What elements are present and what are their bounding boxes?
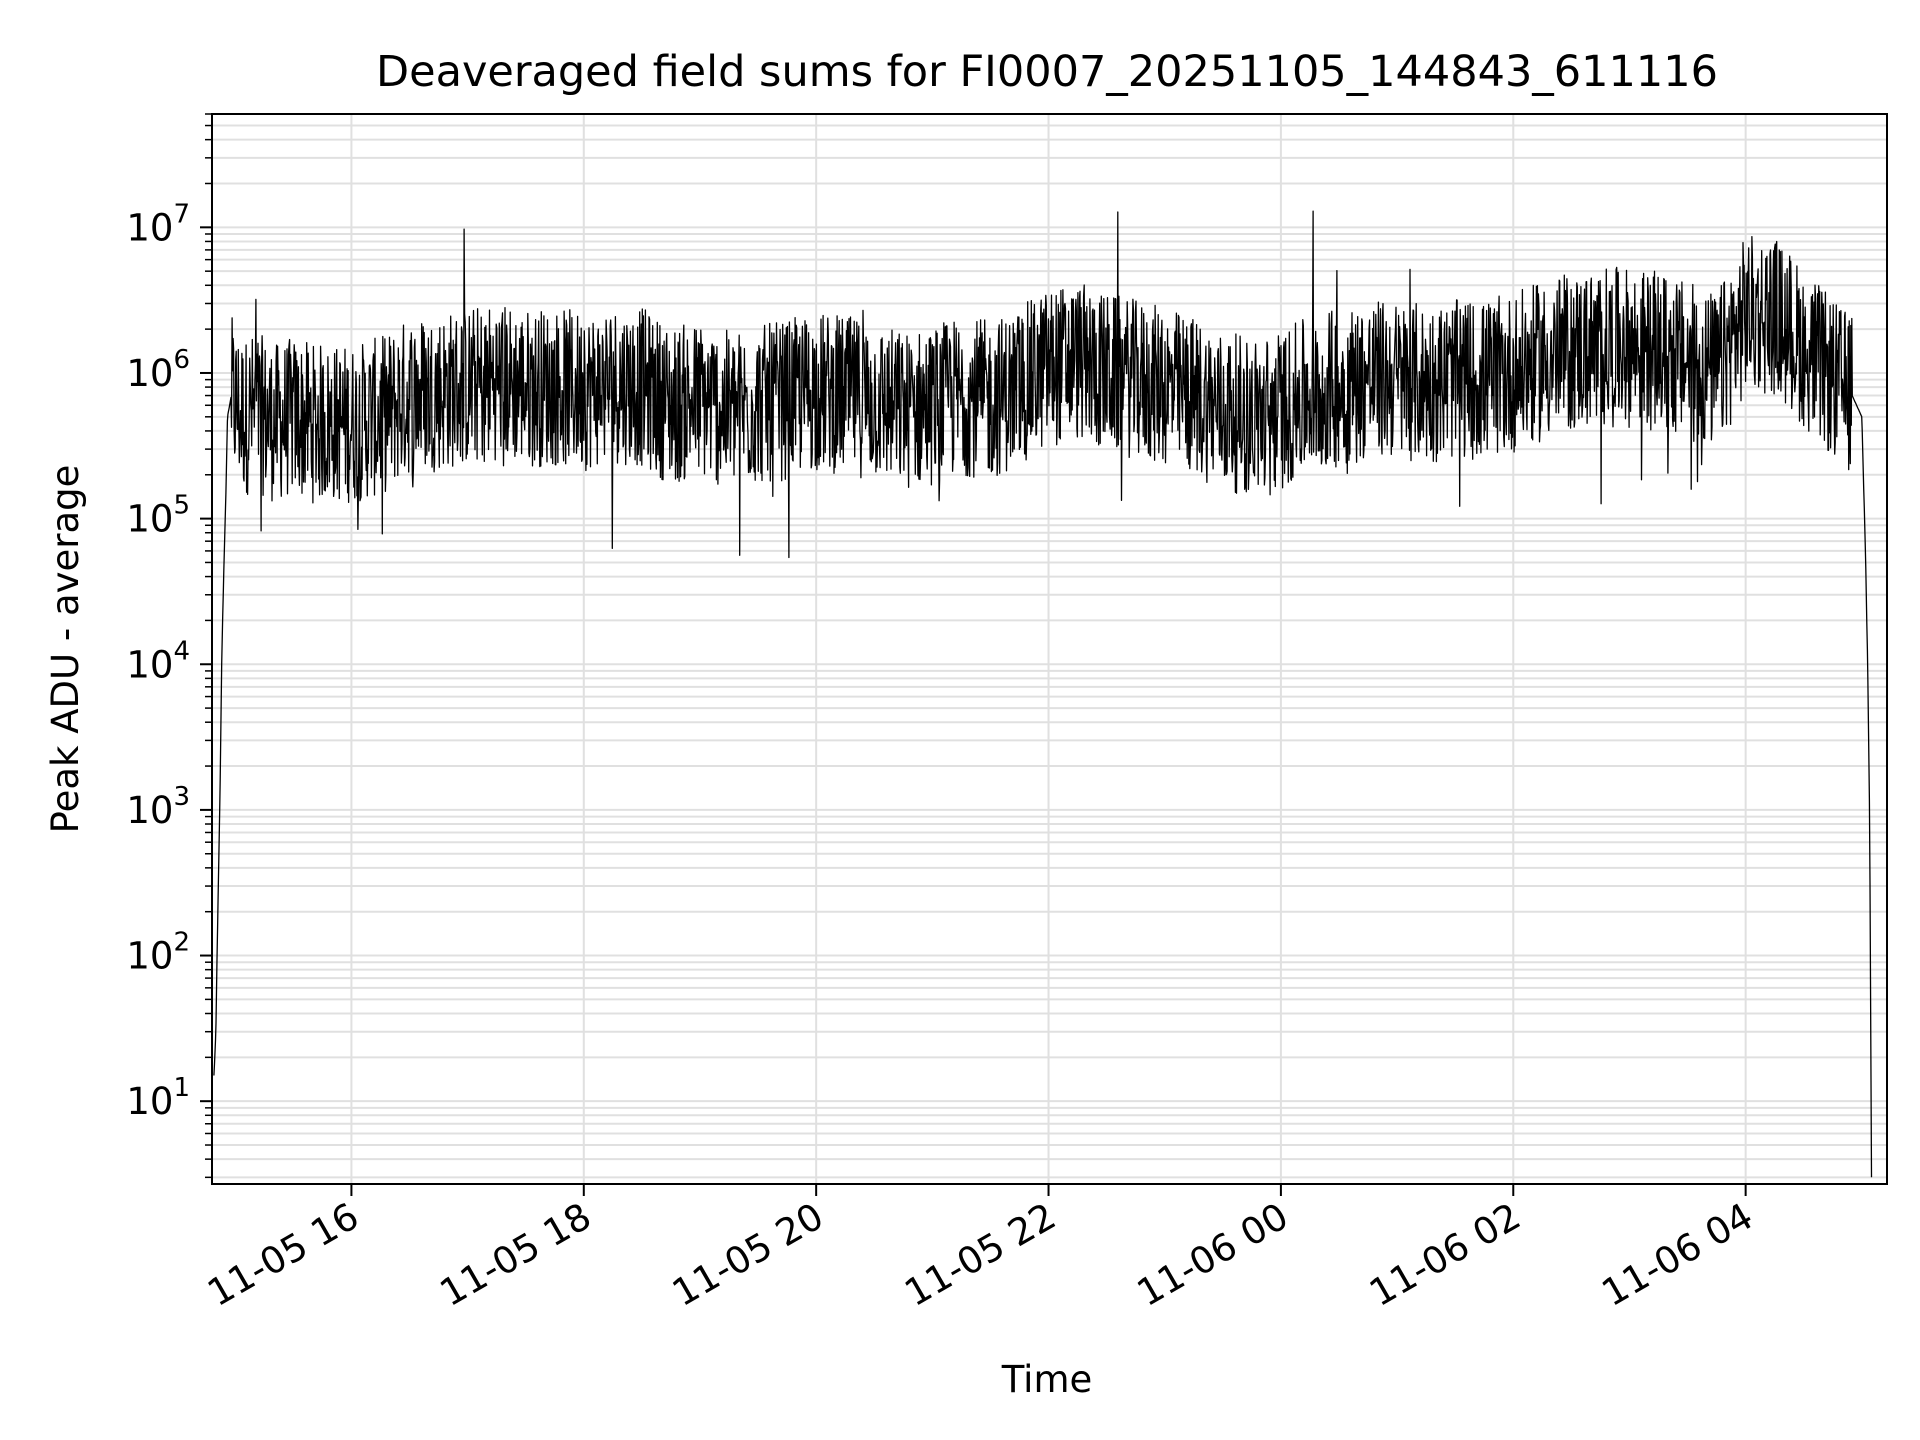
y-tick-label: 107 — [126, 199, 190, 249]
x-tick-label: 11-06 02 — [1362, 1195, 1528, 1315]
y-tick-label: 101 — [126, 1073, 190, 1123]
y-tick-exponent: 5 — [173, 491, 190, 521]
data-line — [213, 210, 1873, 1178]
x-tick-label: 11-06 00 — [1130, 1195, 1296, 1315]
x-tick-label: 11-05 18 — [433, 1195, 599, 1315]
x-tick-label: 11-06 04 — [1595, 1195, 1761, 1315]
y-tick-exponent: 1 — [173, 1073, 190, 1103]
y-tick-label: 104 — [126, 636, 190, 686]
y-tick-base: 10 — [126, 789, 173, 832]
y-axis-label: Peak ADU - average — [44, 465, 87, 834]
x-tick-label: 11-05 22 — [897, 1195, 1063, 1315]
y-tick-base: 10 — [126, 935, 173, 978]
grid — [212, 113, 1887, 1184]
y-tick-exponent: 6 — [173, 345, 190, 375]
y-tick-label: 103 — [126, 782, 190, 832]
y-tick-label: 102 — [126, 928, 190, 978]
y-tick-exponent: 3 — [173, 782, 190, 812]
y-tick-base: 10 — [126, 643, 173, 686]
x-tick-label: 11-05 20 — [665, 1195, 831, 1315]
chart-title: Deaveraged field sums for FI0007_2025110… — [376, 47, 1718, 97]
y-tick-base: 10 — [126, 206, 173, 249]
x-axis-label: Time — [1001, 1358, 1093, 1401]
x-axis: 11-05 16 11-05 18 11-05 20 11-05 22 11-06 00… — [200, 1184, 1760, 1315]
y-tick-exponent: 2 — [173, 928, 190, 958]
y-tick-exponent: 7 — [173, 199, 190, 229]
y-tick-label: 105 — [126, 491, 190, 541]
y-tick-base: 10 — [126, 1080, 173, 1123]
y-tick-base: 10 — [126, 498, 173, 541]
y-tick-label: 106 — [126, 345, 190, 395]
y-tick-exponent: 4 — [173, 636, 190, 666]
series-line — [213, 210, 1873, 1178]
x-tick-label: 11-05 16 — [200, 1195, 366, 1315]
y-tick-base: 10 — [126, 352, 173, 395]
